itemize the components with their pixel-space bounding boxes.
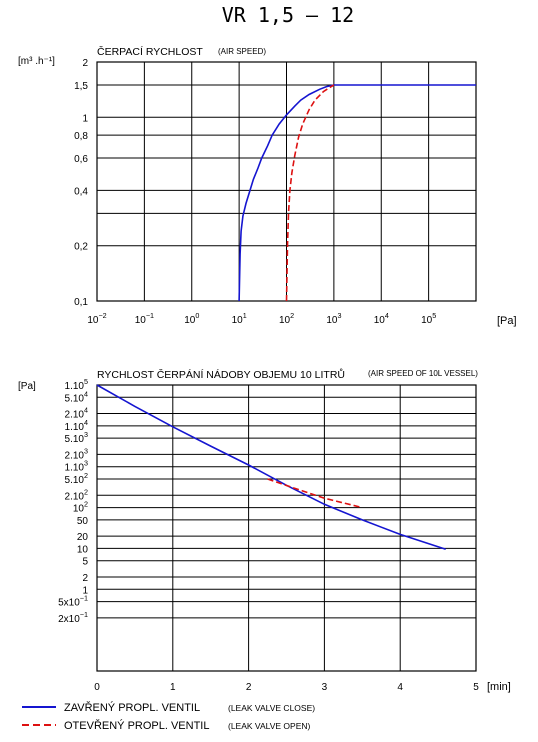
chart1-ytick-label: 0,4: [74, 186, 88, 197]
airspeed-chart: ČERPACÍ RYCHLOST (AIR SPEED) [m³ .h⁻¹] [Pa]…: [18, 45, 517, 327]
chart2-ytick-label: 2.103: [65, 446, 88, 461]
chart2-ytick-label: 102: [73, 500, 88, 515]
chart1-ytick-label: 1: [82, 113, 88, 124]
chart1-ytick-label: 0,1: [74, 297, 88, 308]
chart1-series-open: [285, 84, 335, 302]
chart2-title: RYCHLOST ČERPÁNÍ NÁDOBY OBJEMU 10 LITRŮ: [97, 368, 345, 381]
chart2-xtick-label: 1: [170, 682, 176, 693]
chart2-xlabel: [min]: [487, 681, 511, 693]
chart2-ytick-label: 1.104: [65, 418, 88, 433]
chart1-subtitle: (AIR SPEED): [218, 47, 266, 56]
chart1-ytick-label: 0,6: [74, 154, 88, 165]
chart2-ylabel: [Pa]: [18, 381, 36, 392]
chart2-ytick-label: 1.103: [65, 459, 88, 474]
chart2-xtick-label: 5: [473, 682, 479, 693]
chart2-subtitle: (AIR SPEED OF 10L VESSEL): [368, 369, 478, 378]
legend-label-open: OTEVŘENÝ PROPL. VENTIL: [64, 719, 209, 732]
chart1-ytick-label: 2: [82, 58, 88, 69]
chart2-ytick-label: 50: [77, 516, 89, 527]
chart1-ytick-label: 1,5: [74, 81, 88, 92]
chart1-ytick-label: 0,2: [74, 242, 88, 253]
legend-note-closed: (LEAK VALVE CLOSE): [228, 703, 315, 713]
legend-note-open: (LEAK VALVE OPEN): [228, 721, 311, 731]
chart1-title: ČERPACÍ RYCHLOST: [97, 45, 203, 58]
chart2-ytick-label: 5.104: [65, 389, 88, 404]
chart2-ytick-label: 5: [82, 557, 88, 568]
chart1-xtick-label: 104: [374, 311, 389, 326]
chart1-xtick-label: 100: [184, 311, 199, 326]
legend-label-closed: ZAVŘENÝ PROPL. VENTIL: [64, 701, 200, 714]
legend: ZAVŘENÝ PROPL. VENTIL (LEAK VALVE CLOSE)…: [22, 701, 315, 732]
chart2-ytick-label: 5.102: [65, 471, 88, 486]
page-title: VR 1,5 – 12: [222, 3, 354, 27]
chart2-xtick-label: 3: [322, 682, 328, 693]
chart2-ytick-label: 10: [77, 544, 89, 555]
chart2-xtick-label: 2: [246, 682, 252, 693]
chart1-xtick-label: 10−1: [135, 311, 154, 326]
chart2-ytick-label: 20: [77, 532, 89, 543]
chart1-ytick-label: 0,8: [74, 131, 88, 142]
chart1-xlabel: [Pa]: [497, 315, 517, 327]
chart2-ytick-label: 2.102: [65, 487, 88, 502]
chart1-xtick-label: 105: [421, 311, 436, 326]
chart1-series-closed: [238, 84, 476, 302]
chart1-xtick-label: 10−2: [87, 311, 106, 326]
chart2-ytick-label: 1: [82, 585, 88, 596]
chart1-xtick-label: 101: [232, 311, 247, 326]
chart2-series-open: [267, 478, 363, 509]
chart2-ytick-label: 2x10−1: [58, 610, 88, 625]
chart2-ytick-label: 2.104: [65, 406, 88, 421]
chart1-ylabel: [m³ .h⁻¹]: [18, 56, 55, 67]
chart2-xtick-label: 4: [397, 682, 403, 693]
chart1-xtick-label: 102: [279, 311, 294, 326]
chart2-ytick-label: 5.103: [65, 430, 88, 445]
chart2-series-closed: [96, 384, 446, 551]
chart1-xtick-label: 103: [326, 311, 341, 326]
chart2-ytick-label: 1.105: [65, 377, 88, 392]
chart2-frame: [96, 384, 477, 672]
chart2-xtick-label: 0: [94, 682, 100, 693]
chart2-ytick-label: 2: [82, 573, 88, 584]
vessel-chart: RYCHLOST ČERPÁNÍ NÁDOBY OBJEMU 10 LITRŮ (…: [18, 368, 511, 693]
chart2-ytick-label: 5x10−1: [58, 594, 88, 609]
